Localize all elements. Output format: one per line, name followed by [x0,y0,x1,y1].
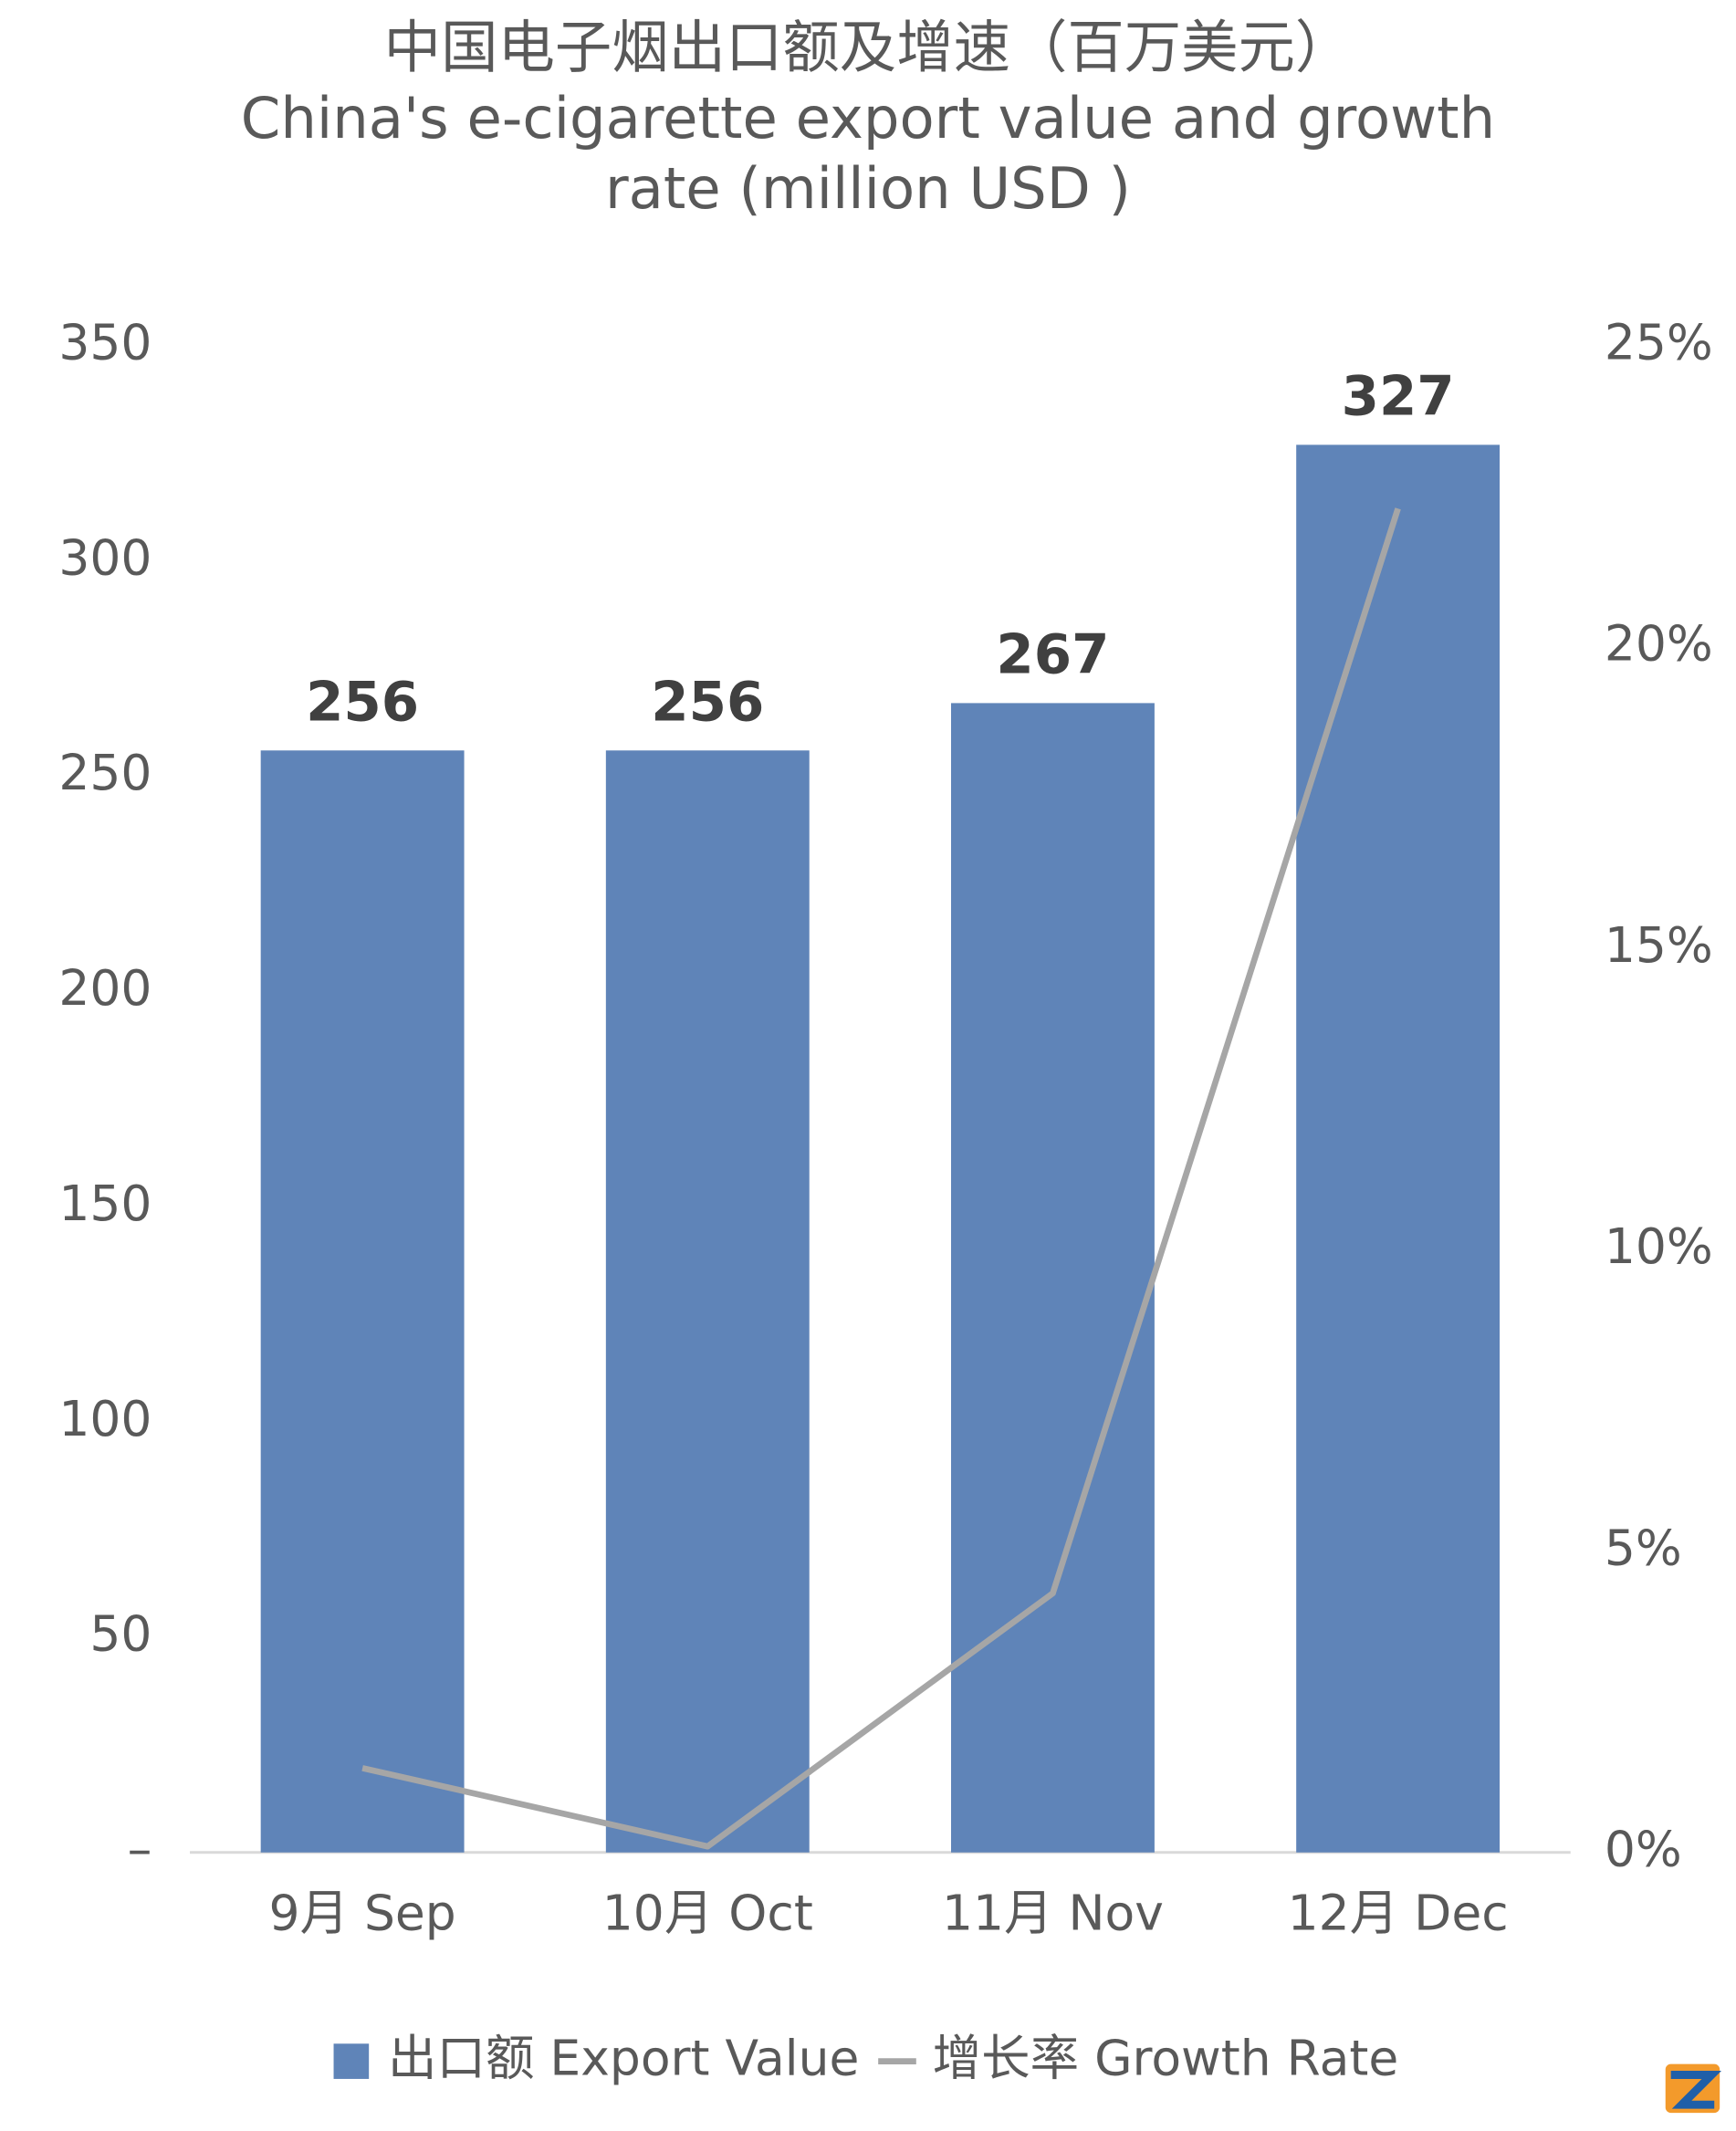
y-tick-label: 250 [58,744,152,801]
logo [1665,2063,1722,2114]
bar [951,703,1155,1853]
chart-subtitle: China's e-cigarette export value and gro… [241,85,1495,151]
y-tick-label: 50 [89,1605,152,1663]
y2-tick-label: 10% [1605,1217,1713,1275]
y-tick-label: – [128,1820,152,1877]
legend-label: 出口额 Export Value [388,2029,859,2086]
value-label: 327 [1342,365,1455,428]
x-tick-label: 12月 Dec [1288,1884,1509,1941]
y-tick-label: 300 [58,528,152,586]
value-label: 256 [651,671,764,734]
y2-tick-label: 20% [1605,615,1713,673]
chart-title: 中国电子烟出口额及增速（百万美元） [384,15,1353,81]
value-label: 256 [306,671,419,734]
bar [260,750,465,1853]
x-tick-label: 9月 Sep [268,1884,455,1941]
legend-swatch [333,2043,370,2079]
legend-label: 增长率 Growth Rate [933,2029,1399,2086]
y-tick-label: 150 [58,1175,152,1232]
value-label: 267 [996,623,1109,686]
chart-subtitle: rate (million USD ) [605,155,1131,222]
y-tick-label: 200 [58,959,152,1017]
y-tick-label: 350 [58,314,152,371]
x-tick-label: 10月 Oct [602,1884,813,1941]
y2-tick-label: 5% [1605,1519,1682,1576]
y2-tick-label: 15% [1605,916,1713,974]
y-tick-label: 100 [58,1390,152,1447]
bar [1296,444,1501,1853]
line [361,507,1401,1850]
bar [605,750,810,1853]
y2-tick-label: 0% [1605,1820,1682,1877]
y2-tick-label: 25% [1605,314,1713,371]
x-tick-label: 11月 Nov [942,1884,1164,1941]
